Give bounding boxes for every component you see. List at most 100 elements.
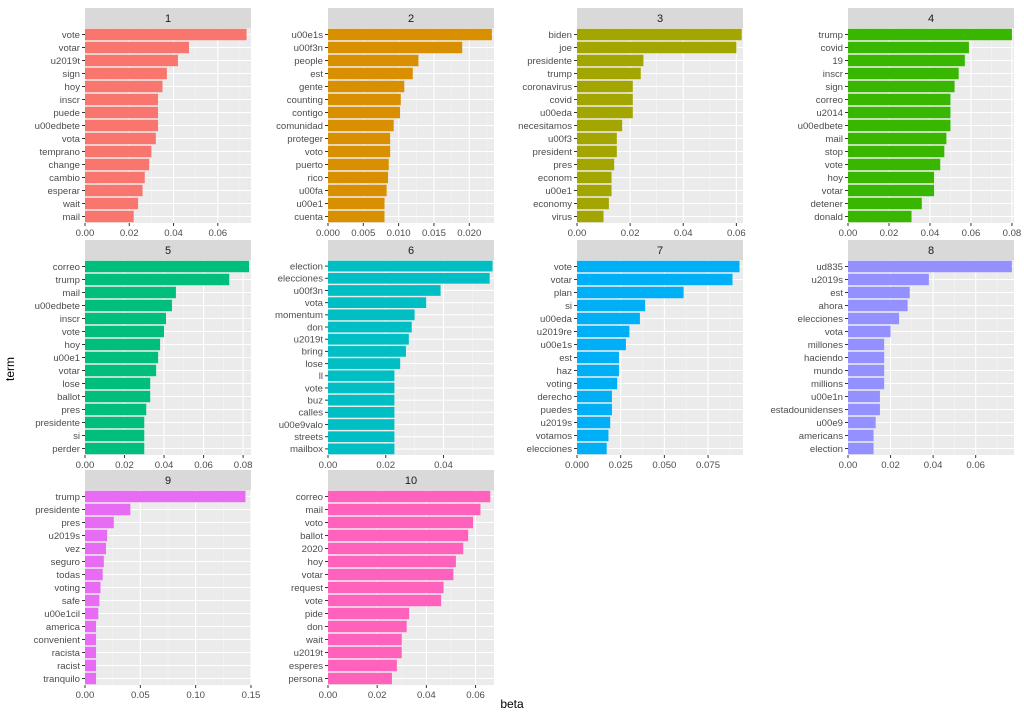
y-tick-label: vote <box>305 383 323 394</box>
bar-u00e1s <box>328 28 492 41</box>
x-tick-label: 0.020 <box>457 228 481 239</box>
x-tick-label: 0.000 <box>565 460 589 471</box>
y-tick-label: vote <box>554 262 572 273</box>
bar-covid <box>577 93 633 106</box>
y-tick-label: mail <box>825 134 843 145</box>
bar-u00edbete <box>85 299 172 312</box>
y-tick-label: inscr <box>823 69 844 80</box>
bar-trump <box>85 490 246 503</box>
y-tick-label: haciendo <box>804 353 843 364</box>
bar-haz <box>577 364 619 377</box>
x-tick-label: 0.10 <box>186 690 205 701</box>
bar-elecciones <box>577 442 607 455</box>
y-tick-label: buz <box>308 395 324 406</box>
facet-strip-label: 10 <box>405 475 417 487</box>
bar-necesitamos <box>577 119 623 132</box>
bar-u00e1cil <box>85 607 99 620</box>
y-tick-label: inscr <box>60 95 81 106</box>
y-tick-label: request <box>291 583 323 594</box>
y-tick-label: mail <box>305 505 323 516</box>
facet-strip-label: 5 <box>165 245 171 257</box>
bar-momentum <box>328 309 415 321</box>
bar-u00e1n <box>848 390 880 403</box>
y-tick-label: est <box>310 69 323 80</box>
x-tick-label: 0.08 <box>1003 228 1022 239</box>
y-tick-label: mail <box>62 288 80 299</box>
y-tick-label: ballot <box>57 392 80 403</box>
bar-u2019t <box>328 646 402 659</box>
y-tick-label: 19 <box>832 56 843 67</box>
bar-racist <box>85 659 97 672</box>
y-tick-label: wait <box>305 635 323 646</box>
bar-u2019t <box>328 333 409 345</box>
bar-wait <box>85 197 139 210</box>
y-tick-label: hoy <box>65 340 81 351</box>
bar-votar <box>577 273 733 286</box>
bar-2020 <box>328 542 464 555</box>
facet-strip <box>328 240 494 260</box>
facet-strip <box>577 8 743 28</box>
y-tick-label: hoy <box>308 557 324 568</box>
y-tick-label: millones <box>808 340 843 351</box>
bar-u00e9 <box>848 416 876 429</box>
bar-votar <box>85 364 157 377</box>
bar-voto <box>328 516 474 529</box>
bar-bring <box>328 346 406 357</box>
bar-millones <box>848 338 885 351</box>
bar-presidente <box>577 54 644 67</box>
y-tick-label: vote <box>62 327 80 338</box>
bar-presidente <box>85 503 131 516</box>
y-tick-label: u2014 <box>816 108 843 119</box>
y-tick-label: pres <box>553 160 572 171</box>
facet-panel-5: 5 correo trump mail u00edbete inscr vote hoy u00… <box>35 240 252 471</box>
y-tick-label: u00edbete <box>798 121 843 132</box>
facet-panel-8: 8 ud835 u2019s est ahora elecciones vota millon… <box>770 240 1014 471</box>
facet-panel-2: 2 u00e1s u00f3n people est gente counting conti… <box>276 8 494 239</box>
bar-mail <box>85 210 134 223</box>
y-tick-label: vote <box>825 160 843 171</box>
y-tick-label: presidente <box>35 418 80 429</box>
bar-america <box>85 620 97 633</box>
x-tick-label: 0.00 <box>839 228 858 239</box>
bar-stop <box>848 145 945 158</box>
x-tick-label: 0.00 <box>568 228 587 239</box>
y-tick-label: presidente <box>527 56 572 67</box>
bar-puedes <box>577 403 612 416</box>
y-tick-label: u00e1n <box>811 392 843 403</box>
facet-panel-3: 3 biden joe presidente trump coronavirus covid… <box>518 8 746 239</box>
bar-vote <box>85 325 165 338</box>
facet-strip-label: 9 <box>165 475 171 487</box>
y-tick-label: detener <box>810 199 843 210</box>
y-tick-label: esperes <box>289 661 323 672</box>
bar-convenient <box>85 633 97 646</box>
y-tick-label: necesitamos <box>518 121 572 132</box>
y-tick-label: votamos <box>536 431 572 442</box>
bar-virus <box>577 210 604 223</box>
x-tick-label: 0.02 <box>881 460 900 471</box>
y-tick-label: u00e1 <box>545 186 572 197</box>
facet-strip <box>848 8 1014 28</box>
facet-strip <box>328 8 494 28</box>
y-tick-label: perder <box>52 444 81 455</box>
y-tick-label: america <box>46 622 81 633</box>
bar-ahora <box>848 299 908 312</box>
bar-hoy <box>85 80 163 93</box>
bar-pres <box>85 403 147 416</box>
bar-calles <box>328 406 395 418</box>
y-tick-label: americans <box>799 431 843 442</box>
y-tick-label: vote <box>62 30 80 41</box>
facet-strip-label: 3 <box>657 13 663 25</box>
facet-strip <box>85 470 251 490</box>
y-tick-label: wait <box>62 199 80 210</box>
bar-pres <box>577 158 615 171</box>
bar-est <box>848 286 910 299</box>
bar-counting <box>328 93 401 106</box>
bar-comunidad <box>328 119 394 132</box>
y-tick-label: hoy <box>828 173 844 184</box>
bar-coronavirus <box>577 80 633 93</box>
bar-u2019s <box>848 273 929 286</box>
bar-streets <box>328 431 395 443</box>
y-tick-label: puede <box>53 108 80 119</box>
y-tick-label: u00eda <box>540 108 573 119</box>
facet-strip <box>85 8 251 28</box>
